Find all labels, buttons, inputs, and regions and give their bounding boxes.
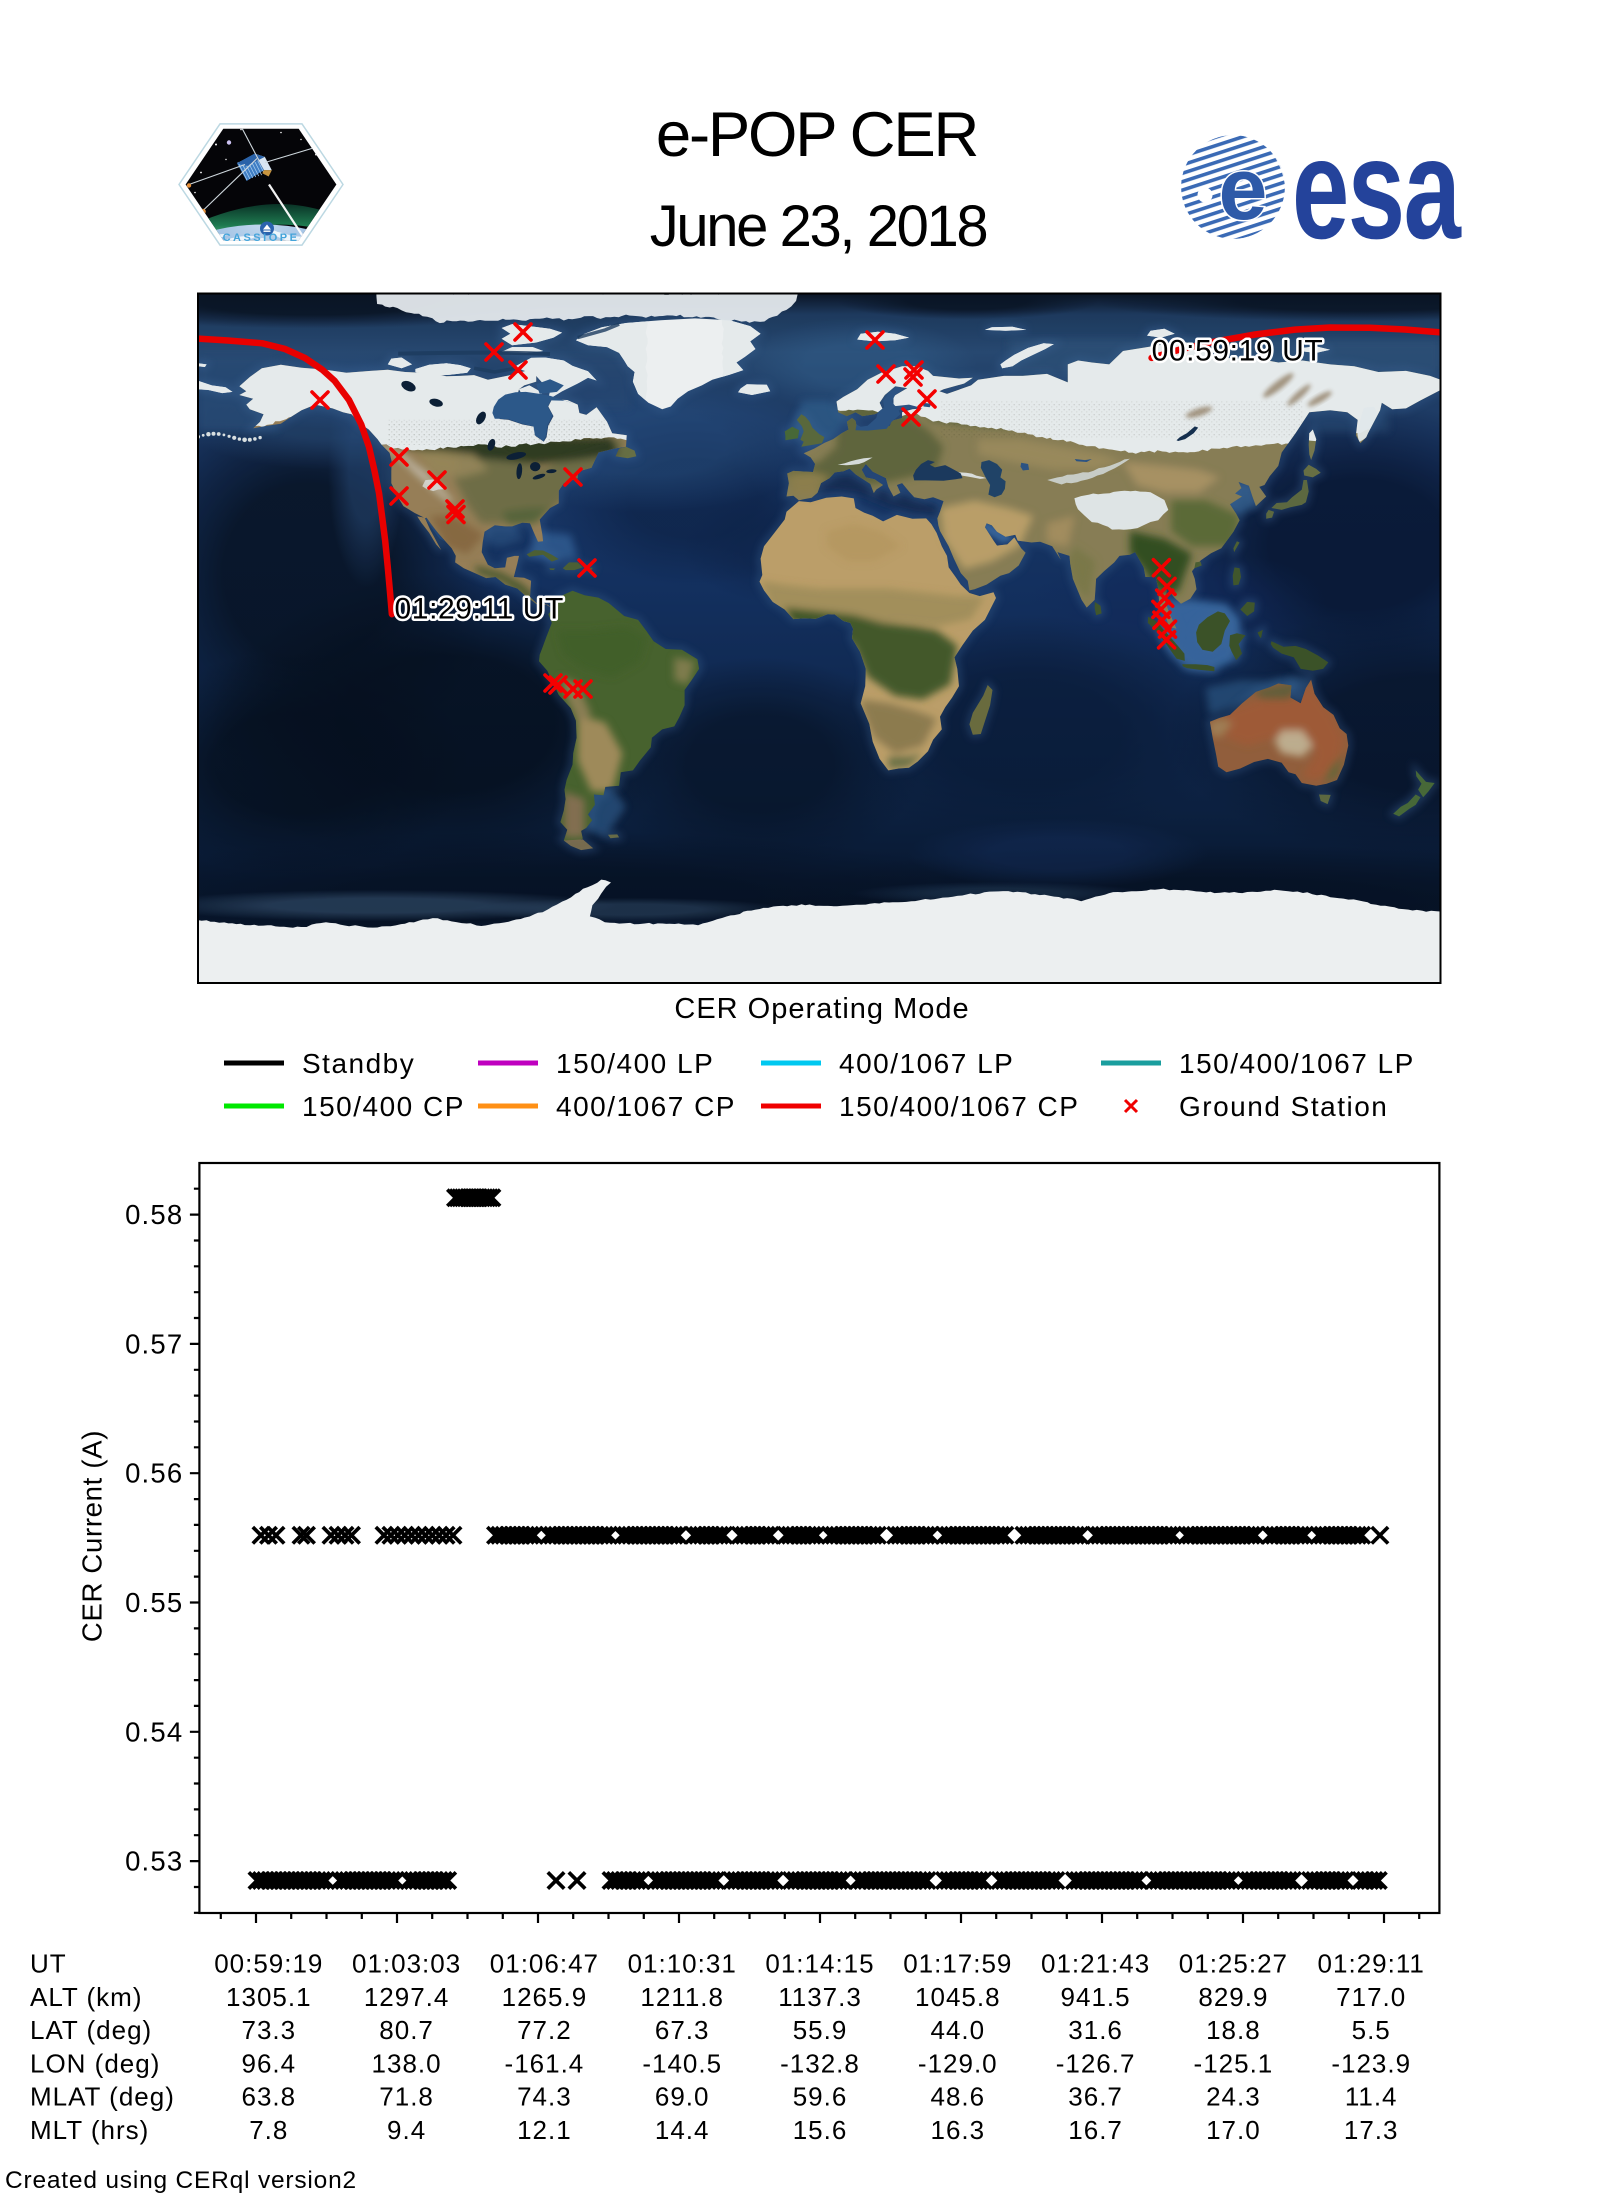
svg-text:01:10:31: 01:10:31 xyxy=(628,1949,737,1979)
svg-text:0.56: 0.56 xyxy=(125,1458,183,1489)
svg-text:17.0: 17.0 xyxy=(1206,2115,1261,2145)
svg-text:01:03:03: 01:03:03 xyxy=(352,1949,461,1979)
svg-text:63.8: 63.8 xyxy=(241,2082,296,2112)
svg-text:-161.4: -161.4 xyxy=(505,2048,585,2078)
svg-text:73.3: 73.3 xyxy=(241,2015,296,2045)
svg-text:941.5: 941.5 xyxy=(1061,1982,1131,2012)
svg-text:01:17:59: 01:17:59 xyxy=(903,1949,1012,1979)
svg-text:80.7: 80.7 xyxy=(379,2015,434,2045)
svg-text:59.6: 59.6 xyxy=(793,2082,848,2112)
svg-text:150/400/1067 CP: 150/400/1067 CP xyxy=(839,1091,1079,1122)
svg-text:11.4: 11.4 xyxy=(1345,2082,1398,2112)
svg-text:14.4: 14.4 xyxy=(655,2115,710,2145)
svg-text:June 23, 2018: June 23, 2018 xyxy=(650,194,987,259)
svg-text:-126.7: -126.7 xyxy=(1056,2048,1136,2078)
svg-text:16.3: 16.3 xyxy=(930,2115,985,2145)
svg-text:-132.8: -132.8 xyxy=(780,2048,860,2078)
svg-text:12.1: 12.1 xyxy=(517,2115,572,2145)
svg-text:ALT (km): ALT (km) xyxy=(30,1982,142,2012)
svg-text:16.7: 16.7 xyxy=(1068,2115,1123,2145)
svg-text:24.3: 24.3 xyxy=(1206,2082,1261,2112)
svg-text:LAT (deg): LAT (deg) xyxy=(30,2015,152,2045)
svg-text:9.4: 9.4 xyxy=(387,2115,426,2145)
svg-text:00:59:19: 00:59:19 xyxy=(214,1949,323,1979)
svg-text:esa: esa xyxy=(1292,109,1462,269)
svg-text:Standby: Standby xyxy=(302,1048,415,1079)
svg-text:-123.9: -123.9 xyxy=(1331,2048,1411,2078)
svg-text:Ground Station: Ground Station xyxy=(1179,1091,1388,1122)
svg-text:138.0: 138.0 xyxy=(372,2048,442,2078)
svg-text:CER Current (A): CER Current (A) xyxy=(77,1430,108,1642)
svg-text:e: e xyxy=(1219,139,1268,238)
svg-text:44.0: 44.0 xyxy=(930,2015,985,2045)
svg-text:0.55: 0.55 xyxy=(125,1587,183,1618)
svg-text:1045.8: 1045.8 xyxy=(915,1982,1001,2012)
svg-text:e-POP CER: e-POP CER xyxy=(656,100,977,170)
svg-text:0.58: 0.58 xyxy=(125,1199,183,1230)
svg-text:96.4: 96.4 xyxy=(241,2048,296,2078)
svg-text:1211.8: 1211.8 xyxy=(640,1982,724,2012)
svg-text:36.7: 36.7 xyxy=(1068,2082,1123,2112)
svg-text:UT: UT xyxy=(30,1949,67,1979)
svg-text:1137.3: 1137.3 xyxy=(778,1982,862,2012)
svg-text:5.5: 5.5 xyxy=(1352,2015,1391,2045)
svg-text:01:14:15: 01:14:15 xyxy=(765,1949,874,1979)
svg-text:0.57: 0.57 xyxy=(125,1328,183,1359)
svg-text:Created using CERql version2: Created using CERql version2 xyxy=(5,2167,357,2194)
svg-text:48.6: 48.6 xyxy=(930,2082,985,2112)
svg-text:69.0: 69.0 xyxy=(655,2082,710,2112)
svg-text:71.8: 71.8 xyxy=(379,2082,434,2112)
svg-text:150/400 CP: 150/400 CP xyxy=(302,1091,465,1122)
svg-text:55.9: 55.9 xyxy=(793,2015,848,2045)
svg-text:31.6: 31.6 xyxy=(1068,2015,1123,2045)
svg-text:MLAT (deg): MLAT (deg) xyxy=(30,2082,175,2112)
svg-text:17.3: 17.3 xyxy=(1344,2115,1399,2145)
svg-text:18.8: 18.8 xyxy=(1206,2015,1261,2045)
svg-text:74.3: 74.3 xyxy=(517,2082,572,2112)
svg-text:7.8: 7.8 xyxy=(249,2115,288,2145)
svg-text:01:25:27: 01:25:27 xyxy=(1179,1949,1288,1979)
svg-text:1265.9: 1265.9 xyxy=(502,1982,588,2012)
svg-text:1305.1: 1305.1 xyxy=(226,1982,312,2012)
svg-text:00:59:19 UT: 00:59:19 UT xyxy=(1152,335,1324,368)
svg-text:01:29:11 UT: 01:29:11 UT xyxy=(395,593,564,626)
svg-text:CASSIOPE: CASSIOPE xyxy=(223,232,300,244)
svg-text:01:06:47: 01:06:47 xyxy=(490,1949,599,1979)
svg-text:77.2: 77.2 xyxy=(517,2015,572,2045)
svg-text:0.54: 0.54 xyxy=(125,1716,183,1747)
svg-text:01:21:43: 01:21:43 xyxy=(1041,1949,1150,1979)
svg-text:1297.4: 1297.4 xyxy=(364,1982,450,2012)
svg-text:-125.1: -125.1 xyxy=(1194,2048,1274,2078)
svg-text:01:29:11: 01:29:11 xyxy=(1318,1949,1425,1979)
svg-text:15.6: 15.6 xyxy=(793,2115,848,2145)
svg-text:0.53: 0.53 xyxy=(125,1846,183,1877)
svg-text:400/1067 CP: 400/1067 CP xyxy=(556,1091,736,1122)
svg-text:717.0: 717.0 xyxy=(1336,1982,1406,2012)
svg-text:-129.0: -129.0 xyxy=(918,2048,998,2078)
svg-text:CER Operating Mode: CER Operating Mode xyxy=(674,993,969,1025)
svg-text:150/400/1067 LP: 150/400/1067 LP xyxy=(1179,1048,1415,1079)
svg-text:67.3: 67.3 xyxy=(655,2015,710,2045)
svg-text:829.9: 829.9 xyxy=(1198,1982,1268,2012)
svg-text:MLT (hrs): MLT (hrs) xyxy=(30,2115,149,2145)
svg-text:150/400 LP: 150/400 LP xyxy=(556,1048,714,1079)
svg-text:-140.5: -140.5 xyxy=(642,2048,722,2078)
svg-text:400/1067 LP: 400/1067 LP xyxy=(839,1048,1014,1079)
svg-text:LON (deg): LON (deg) xyxy=(30,2048,160,2078)
